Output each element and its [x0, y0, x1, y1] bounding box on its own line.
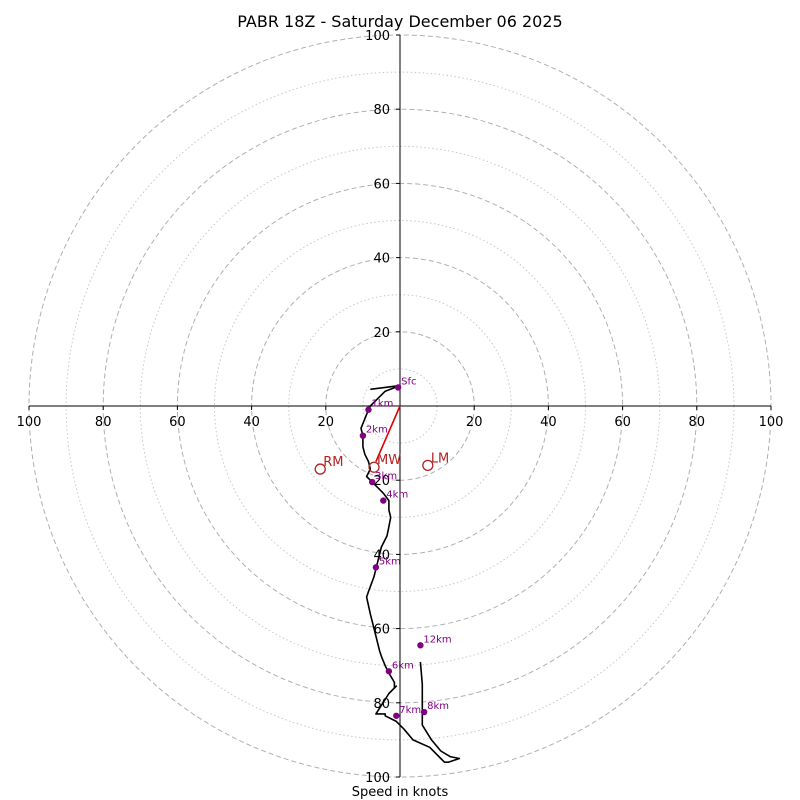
height-marker-point [417, 642, 424, 649]
height-marker-point [420, 708, 428, 716]
height-marker-point [394, 384, 402, 391]
height-marker-label: 1km [371, 399, 393, 410]
x-tick-label: 20 [466, 415, 483, 430]
y-tick-label: 100 [365, 29, 390, 44]
tick-labels: 100 80 60 40 20 20 40 60 80 100204060801002040608… [17, 29, 784, 786]
y-tick-label: 20 [373, 474, 390, 489]
x-tick-label: 20 [318, 415, 335, 430]
x-axis-label: Speed in knots [352, 785, 449, 800]
x-tick-label: 80 [95, 415, 112, 430]
height-marker-label: 7km [399, 705, 421, 716]
mean-wind-vector [375, 405, 401, 462]
motion-marker-label: MW [377, 453, 401, 468]
hodograph-trace [360, 384, 461, 764]
height-marker-point [368, 478, 376, 486]
height-marker-label: 6km [392, 660, 414, 671]
motion-marker-point [314, 463, 326, 475]
y-tick-label: 100 [365, 771, 390, 786]
height-markers: Sfc 1km 2km 3km 4km 5km 6km 7km 8km 12km [359, 376, 452, 719]
y-tick-label: 60 [373, 177, 390, 192]
motion-marker-point [422, 459, 434, 472]
storm-motion-markers: MW RM LM [314, 451, 449, 475]
x-tick-label: 40 [243, 415, 260, 430]
height-marker-point [385, 668, 393, 675]
height-marker-label: Sfc [401, 376, 416, 387]
height-marker-label: 3km [375, 471, 397, 482]
x-tick-label: 40 [540, 415, 557, 430]
x-tick-label: 80 [689, 415, 706, 430]
y-tick-label: 20 [373, 326, 390, 341]
chart-title: PABR 18Z - Saturday December 06 2025 [237, 12, 562, 31]
y-tick-label: 40 [373, 252, 390, 267]
height-marker-point [393, 712, 400, 719]
x-tick-label: 100 [759, 415, 784, 430]
height-marker-label: 8km [427, 701, 449, 712]
motion-marker-point [368, 461, 380, 473]
y-tick-label: 60 [373, 623, 390, 638]
height-marker-point [359, 432, 367, 439]
motion-marker-label: RM [323, 455, 343, 470]
y-tick-label: 80 [373, 103, 390, 118]
mean-wind-line [375, 405, 401, 462]
height-marker-label: 2km [366, 425, 388, 436]
height-marker-point [380, 497, 387, 504]
height-marker-label: 4km [386, 490, 408, 501]
hodograph-line [360, 384, 461, 764]
x-tick-label: 100 [17, 415, 42, 430]
height-marker-point [365, 406, 372, 413]
height-marker-label: 5km [379, 556, 401, 567]
motion-marker-label: LM [431, 451, 449, 466]
x-tick-label: 60 [614, 415, 631, 430]
x-tick-label: 60 [169, 415, 186, 430]
height-marker-point [372, 564, 380, 571]
height-marker-label: 12km [423, 634, 451, 645]
